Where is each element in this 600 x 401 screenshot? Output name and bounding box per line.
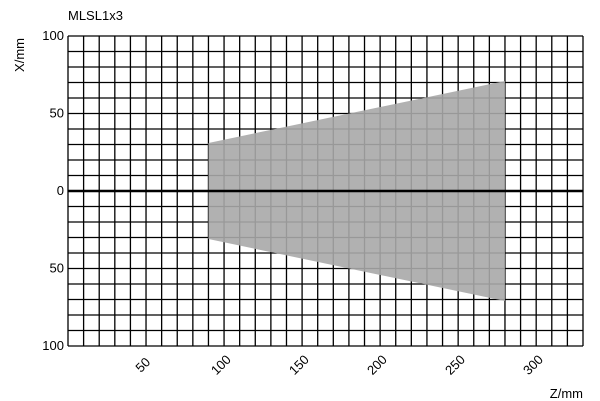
x-axis-label: Z/mm bbox=[550, 386, 583, 401]
y-tick-label: 100 bbox=[42, 338, 64, 353]
x-tick-label: 150 bbox=[286, 352, 312, 378]
y-tick-label: 0 bbox=[57, 183, 64, 198]
y-axis-label: X/mm bbox=[12, 38, 27, 72]
x-tick-label: 300 bbox=[520, 352, 546, 378]
x-tick-label: 50 bbox=[132, 354, 153, 375]
y-tick-label: 50 bbox=[50, 106, 64, 121]
chart-title: MLSL1x3 bbox=[68, 8, 123, 23]
y-tick-label: 50 bbox=[50, 261, 64, 276]
x-tick-label: 100 bbox=[208, 352, 234, 378]
x-tick-label: 250 bbox=[442, 352, 468, 378]
x-tick-label: 200 bbox=[364, 352, 390, 378]
y-tick-label: 100 bbox=[42, 28, 64, 43]
